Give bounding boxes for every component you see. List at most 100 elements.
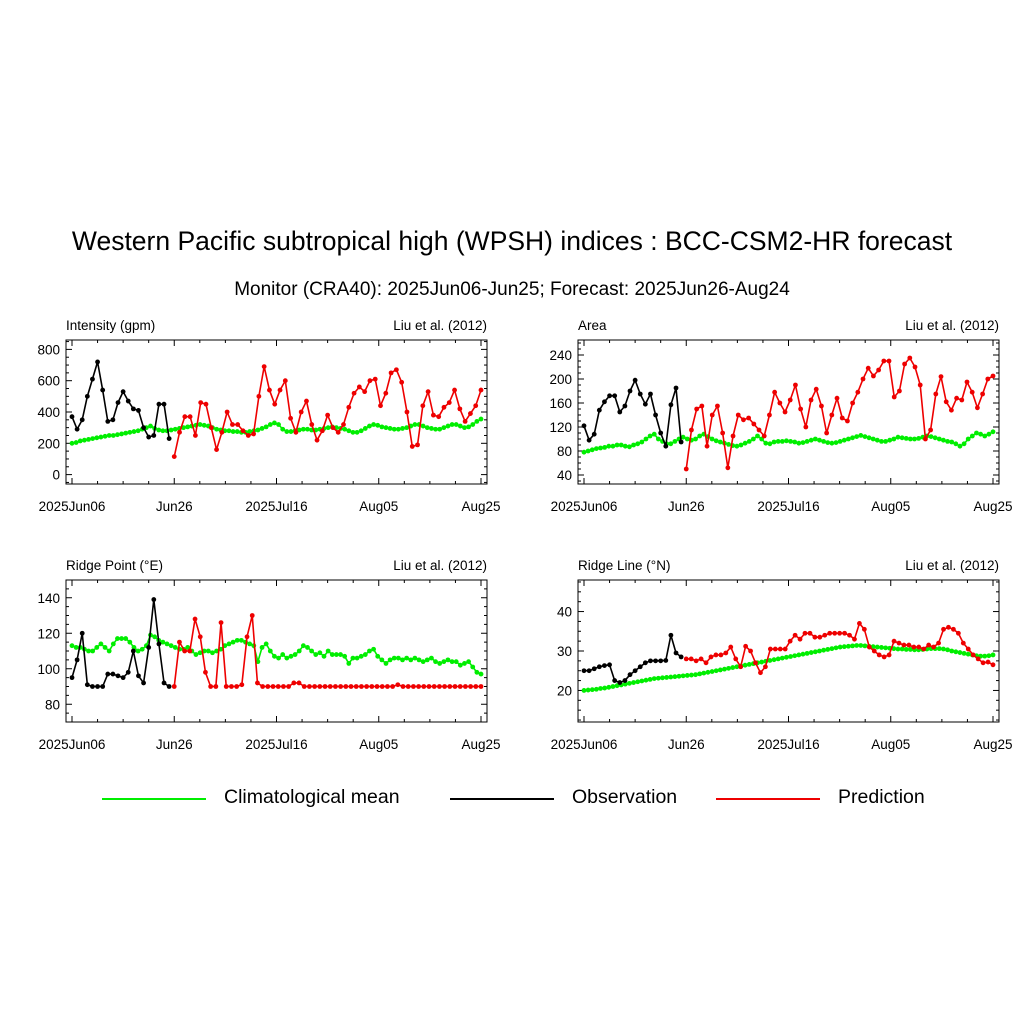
data-point-prediction: [730, 433, 736, 439]
data-point-prediction: [907, 355, 913, 361]
data-point-climatological-mean: [412, 422, 418, 427]
data-point-climatological-mean: [668, 441, 674, 447]
data-point-prediction: [792, 632, 798, 638]
data-point-climatological-mean: [854, 434, 860, 439]
data-point-observation: [622, 678, 628, 683]
data-point-prediction: [975, 405, 980, 411]
data-point-prediction: [923, 436, 928, 442]
data-point-climatological-mean: [234, 429, 240, 434]
data-point-climatological-mean: [936, 646, 942, 652]
data-point-prediction: [733, 656, 739, 662]
data-point-climatological-mean: [581, 688, 587, 693]
panel-title: Area: [578, 318, 607, 333]
legend-climatological-mean: Climatological mean: [102, 786, 422, 812]
data-point-prediction: [916, 644, 922, 650]
data-point-observation: [125, 398, 131, 404]
data-point-prediction: [288, 415, 294, 421]
data-point-observation: [627, 672, 633, 678]
data-point-observation: [596, 664, 602, 670]
data-point-prediction: [362, 389, 368, 395]
data-point-prediction: [723, 650, 729, 656]
data-point-climatological-mean: [325, 648, 331, 654]
data-point-prediction: [777, 400, 783, 406]
data-point-prediction: [388, 370, 394, 376]
data-point-prediction: [839, 415, 845, 421]
data-point-prediction: [379, 684, 385, 689]
data-point-observation: [146, 645, 152, 650]
data-point-climatological-mean: [135, 648, 141, 654]
x-tick-label: 2025Jun06: [551, 499, 618, 514]
data-point-prediction: [782, 646, 788, 652]
data-point-prediction: [307, 684, 312, 689]
data-point-climatological-mean: [945, 647, 950, 653]
data-point-climatological-mean: [400, 657, 405, 663]
data-point-climatological-mean: [874, 644, 880, 650]
data-point-prediction: [431, 412, 436, 418]
data-point-observation: [586, 437, 592, 443]
series-line-observation: [71, 361, 170, 439]
data-point-prediction: [177, 639, 182, 645]
data-point-climatological-mean: [115, 432, 120, 438]
data-point-prediction: [807, 630, 813, 636]
data-point-climatological-mean: [371, 646, 376, 652]
legend-line-climatology: [102, 798, 206, 800]
data-point-prediction: [834, 395, 840, 401]
subtitle: Monitor (CRA40): 2025Jun06-Jun25; Foreca…: [234, 279, 790, 300]
data-point-observation: [166, 436, 172, 442]
data-point-climatological-mean: [272, 653, 277, 659]
data-point-prediction: [346, 404, 352, 410]
data-point-observation: [95, 684, 100, 689]
data-point-observation: [136, 408, 141, 413]
data-point-observation: [69, 675, 75, 681]
data-point-climatological-mean: [957, 443, 963, 449]
data-point-prediction: [763, 664, 768, 670]
data-point-climatological-mean: [622, 443, 628, 449]
legend-prediction: Prediction: [716, 786, 956, 812]
data-point-prediction: [933, 391, 939, 397]
data-point-climatological-mean: [280, 652, 286, 657]
data-point-climatological-mean: [804, 439, 810, 444]
data-point-prediction: [322, 684, 328, 689]
data-point-climatological-mean: [457, 423, 463, 429]
data-point-climatological-mean: [961, 441, 967, 447]
data-point-climatological-mean: [123, 430, 129, 436]
series-line-observation: [71, 598, 170, 688]
data-point-climatological-mean: [808, 650, 814, 655]
data-point-prediction: [431, 684, 437, 689]
data-point-prediction: [327, 684, 333, 689]
data-point-climatological-mean: [730, 665, 736, 670]
data-point-climatological-mean: [226, 641, 232, 647]
data-point-prediction: [725, 465, 731, 471]
data-point-prediction: [708, 654, 714, 660]
legend-label-prediction: Prediction: [838, 786, 925, 808]
data-point-prediction: [699, 403, 705, 409]
data-point-climatological-mean: [412, 655, 418, 661]
data-point-climatological-mean: [247, 429, 253, 434]
data-point-observation: [110, 671, 116, 677]
data-point-prediction: [758, 670, 763, 676]
data-point-observation: [653, 412, 658, 418]
data-point-prediction: [374, 684, 380, 689]
data-point-climatological-mean: [990, 429, 996, 435]
data-point-prediction: [301, 684, 307, 689]
x-tick-label: Aug05: [871, 737, 910, 752]
data-point-prediction: [886, 652, 892, 658]
data-point-climatological-mean: [693, 672, 698, 678]
data-point-climatological-mean: [825, 440, 831, 445]
data-point-prediction: [777, 646, 783, 652]
data-point-climatological-mean: [429, 426, 434, 431]
data-point-climatological-mean: [168, 643, 174, 649]
data-point-climatological-mean: [462, 425, 467, 431]
data-point-prediction: [861, 626, 867, 632]
data-point-climatological-mean: [602, 685, 608, 691]
data-point-prediction: [876, 652, 882, 658]
data-point-prediction: [798, 406, 804, 412]
data-point-observation: [648, 391, 653, 397]
data-point-climatological-mean: [255, 659, 261, 665]
data-point-climatological-mean: [664, 675, 670, 680]
data-point-prediction: [312, 684, 318, 689]
data-point-climatological-mean: [854, 643, 860, 648]
data-point-prediction: [270, 684, 276, 689]
data-point-climatological-mean: [462, 661, 467, 666]
data-point-climatological-mean: [627, 680, 632, 686]
